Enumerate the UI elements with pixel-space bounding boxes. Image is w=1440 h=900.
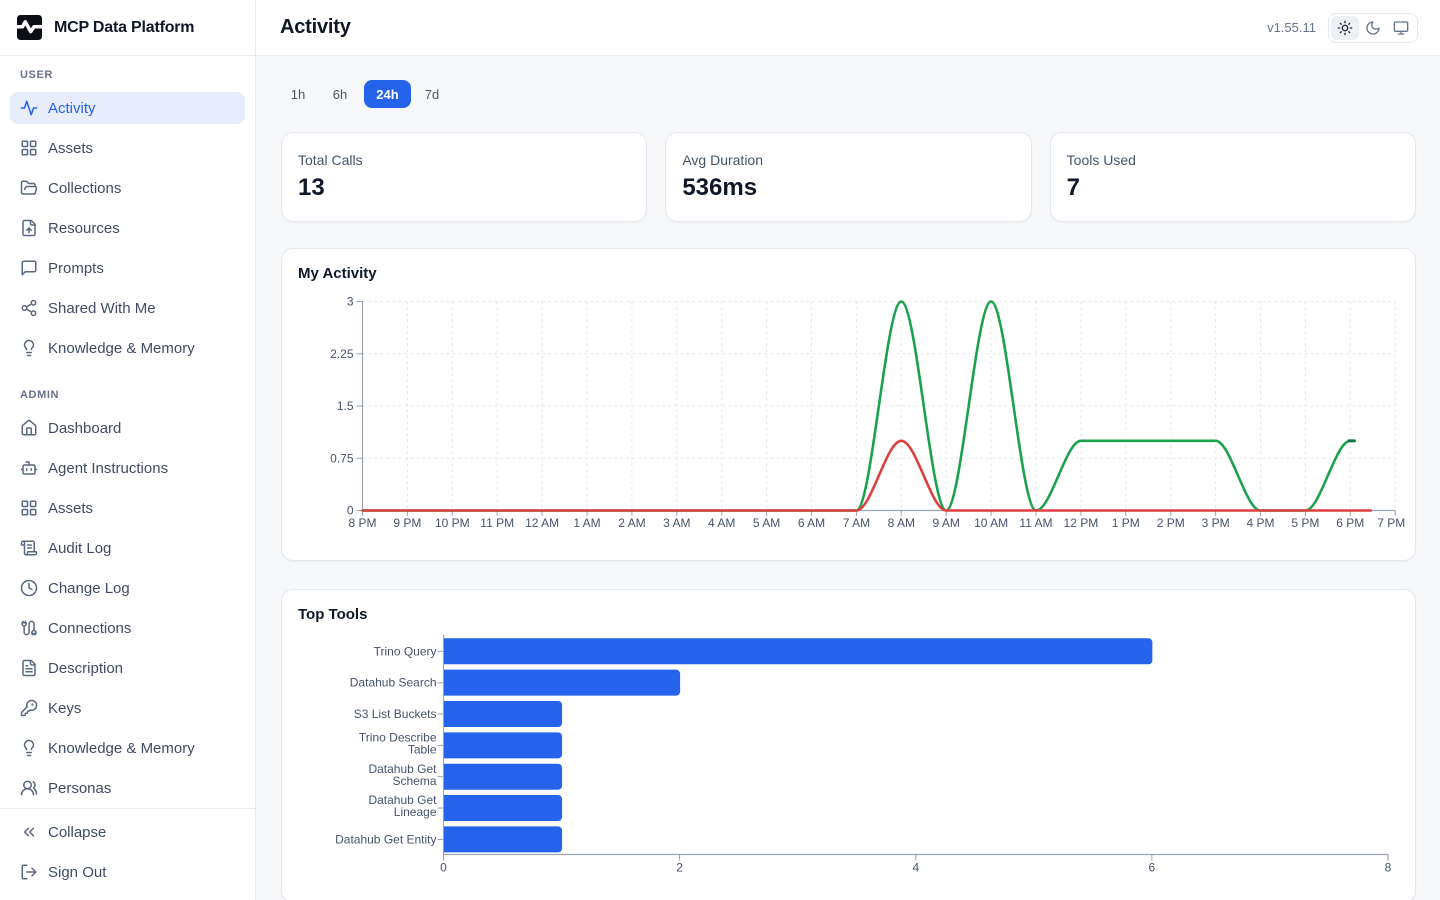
svg-text:Datahub Get Entity: Datahub Get Entity [335,832,436,846]
svg-text:3 AM: 3 AM [663,516,690,530]
svg-text:Datahub Get: Datahub Get [368,762,437,776]
svg-text:Table: Table [408,742,437,756]
svg-text:4 PM: 4 PM [1246,516,1274,530]
svg-text:7 AM: 7 AM [843,516,870,530]
svg-text:6 PM: 6 PM [1336,516,1364,530]
svg-text:12 AM: 12 AM [525,516,559,530]
svg-text:8: 8 [1385,861,1392,875]
svg-text:6: 6 [1149,861,1156,875]
svg-text:2.25: 2.25 [330,347,354,361]
svg-text:4 AM: 4 AM [708,516,735,530]
svg-text:7 PM: 7 PM [1377,516,1405,530]
svg-text:Trino Describe: Trino Describe [359,730,437,744]
svg-text:2 PM: 2 PM [1157,516,1185,530]
svg-text:10 AM: 10 AM [974,516,1008,530]
svg-text:2 AM: 2 AM [618,516,645,530]
svg-text:3: 3 [347,295,354,309]
svg-text:Lineage: Lineage [394,805,437,819]
svg-text:Trino Query: Trino Query [374,644,437,658]
svg-text:S3 List Buckets: S3 List Buckets [354,707,437,721]
svg-text:Schema: Schema [392,774,436,788]
svg-text:9 PM: 9 PM [393,516,421,530]
svg-text:11 PM: 11 PM [480,516,514,530]
svg-text:1 AM: 1 AM [573,516,600,530]
svg-text:1.5: 1.5 [337,399,354,413]
svg-text:2: 2 [676,861,683,875]
svg-text:12 PM: 12 PM [1064,516,1099,530]
svg-text:5 PM: 5 PM [1291,516,1319,530]
svg-text:3 PM: 3 PM [1202,516,1230,530]
svg-text:1 PM: 1 PM [1112,516,1140,530]
svg-text:0.75: 0.75 [330,451,354,465]
svg-text:6 AM: 6 AM [798,516,825,530]
svg-text:4: 4 [912,861,919,875]
svg-text:11 AM: 11 AM [1019,516,1052,530]
svg-text:8 AM: 8 AM [888,516,915,530]
svg-text:0: 0 [347,504,354,518]
svg-text:10 PM: 10 PM [435,516,470,530]
svg-text:0: 0 [440,861,447,875]
svg-text:Datahub Get: Datahub Get [368,793,437,807]
svg-text:8 PM: 8 PM [348,516,376,530]
svg-text:9 AM: 9 AM [933,516,960,530]
svg-text:5 AM: 5 AM [753,516,780,530]
svg-text:Datahub Search: Datahub Search [350,676,437,690]
